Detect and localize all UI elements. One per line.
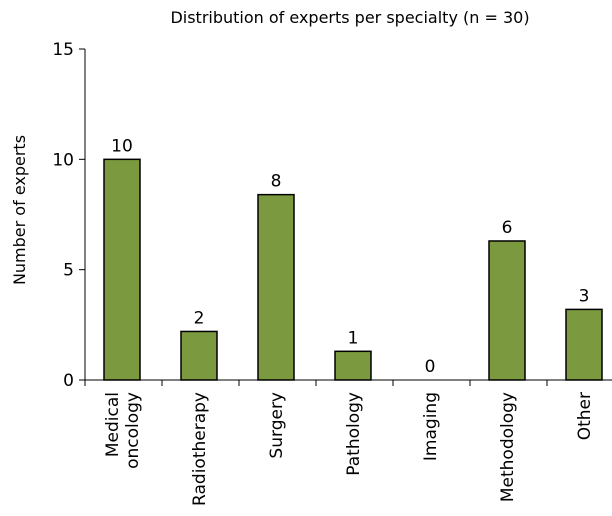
bar: [565, 308, 603, 381]
y-tick-label: 10: [52, 150, 74, 170]
data-label: 3: [579, 286, 590, 306]
category-label: Surgery: [267, 392, 287, 459]
y-tick-label: 0: [63, 371, 74, 391]
category-label: Radiotherapy: [190, 392, 210, 506]
bar: [257, 193, 295, 381]
y-axis: 0 5 10 15: [52, 40, 86, 391]
data-label: 6: [502, 218, 513, 238]
category-label: Methodology: [498, 392, 518, 502]
data-label: 10: [111, 136, 133, 156]
category-label: Other: [575, 392, 595, 440]
data-label: 1: [348, 328, 359, 348]
bars: [103, 158, 603, 381]
data-label: 8: [271, 172, 282, 192]
data-label: 0: [425, 357, 436, 377]
category-label: Medicaloncology: [103, 392, 143, 469]
bar: [103, 158, 141, 381]
bar: [334, 350, 372, 381]
category-label: Pathology: [344, 392, 364, 476]
y-axis-label: Number of experts: [10, 135, 29, 285]
bar: [488, 240, 526, 381]
category-labels: Medicaloncology Radiotherapy Surgery Pathol…: [103, 392, 595, 506]
y-tick-label: 5: [63, 261, 74, 281]
y-tick-label: 15: [52, 40, 74, 60]
x-axis: [84, 379, 612, 386]
chart-title: Distribution of experts per specialty (n…: [170, 8, 529, 27]
category-label: Imaging: [421, 392, 441, 461]
data-label: 2: [194, 308, 205, 328]
bar: [180, 330, 218, 381]
